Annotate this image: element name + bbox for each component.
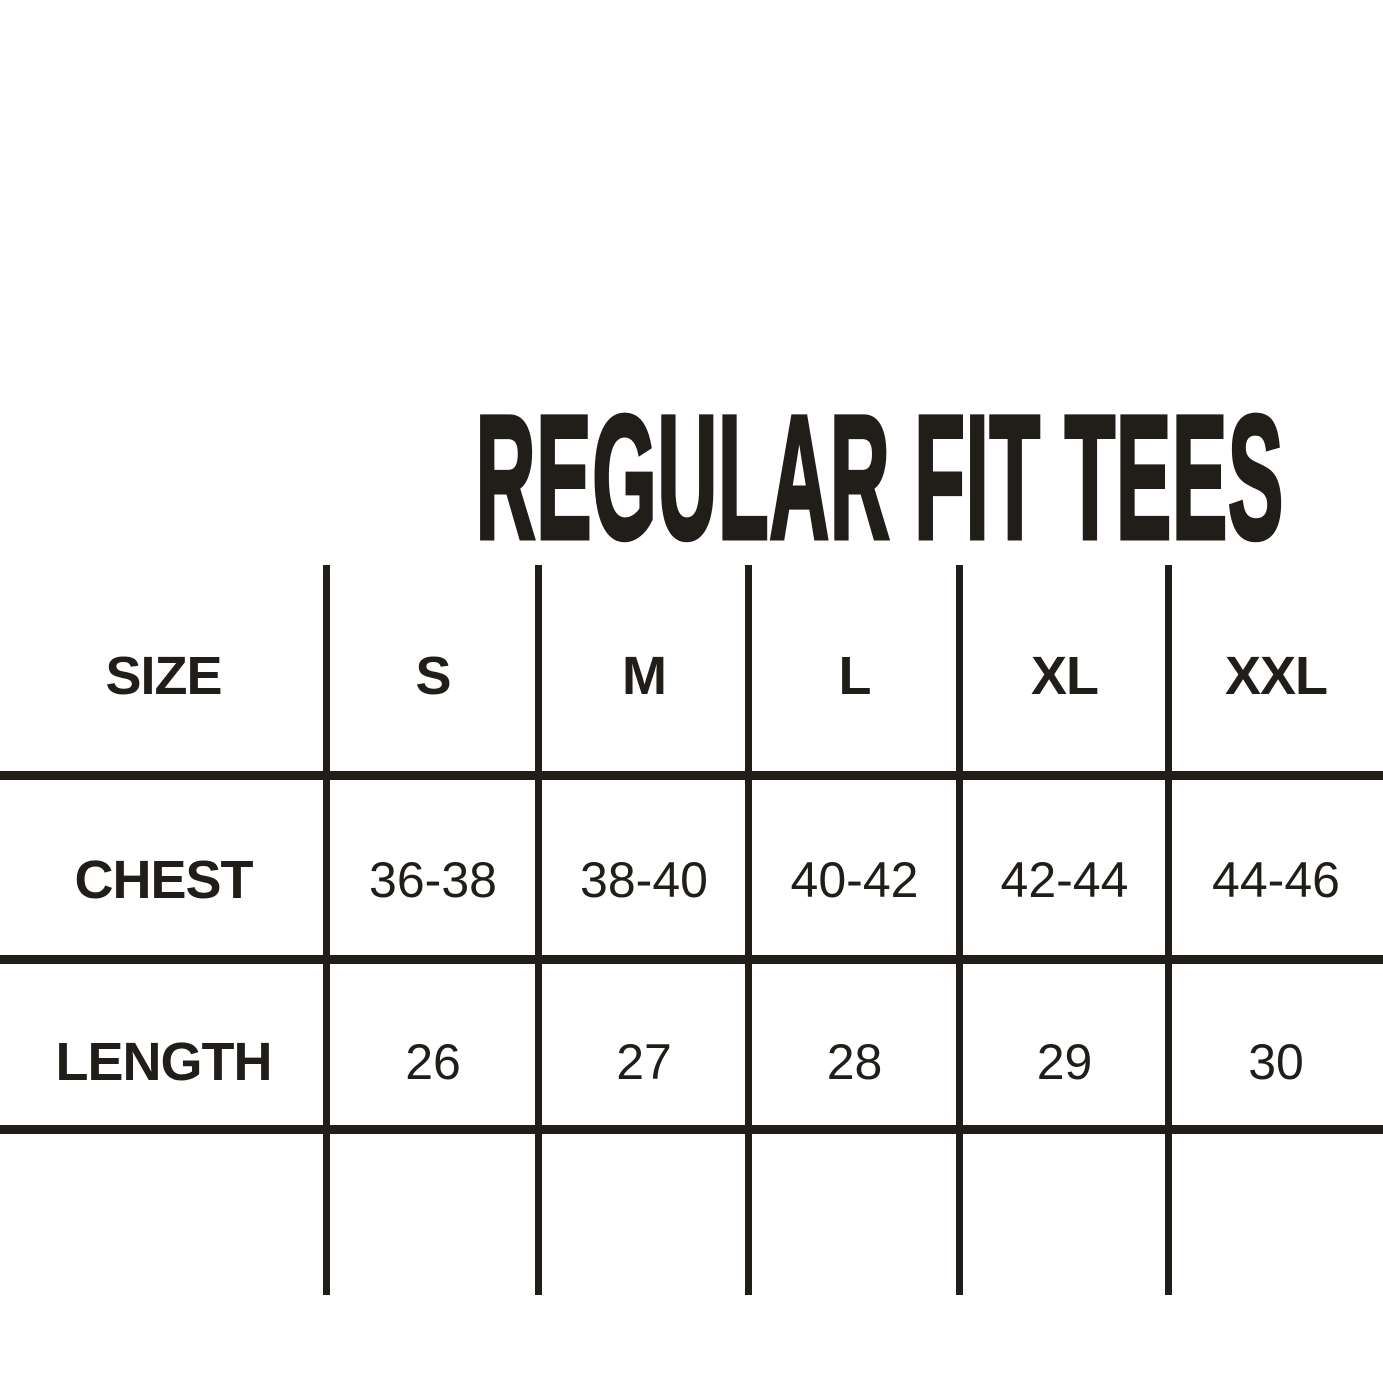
page-title-text: REGULAR FIT TEES <box>475 380 1285 576</box>
table-grid-hline <box>0 955 1383 964</box>
cell-length-xl: 29 <box>1036 1034 1093 1090</box>
cell-length-s: 26 <box>405 1034 461 1090</box>
column-header-xxl: XXL <box>1224 646 1328 706</box>
table-grid-vline <box>323 565 330 1295</box>
cell-length-l: 28 <box>826 1034 883 1090</box>
cell-length-m: 27 <box>616 1034 672 1090</box>
table-grid-vline <box>745 565 752 1295</box>
table-grid-vline <box>1165 565 1172 1295</box>
table-grid-vline <box>956 565 963 1295</box>
cell-chest-l: 40-42 <box>790 852 919 908</box>
table-grid-hline <box>0 771 1383 780</box>
table-grid-hline <box>0 1125 1383 1134</box>
cell-chest-xl: 42-44 <box>1000 852 1129 908</box>
column-header-xl: XL <box>1030 646 1099 706</box>
row-label-chest: CHEST <box>74 850 253 910</box>
column-header-size: SIZE <box>105 646 222 706</box>
cell-chest-xxl: 44-46 <box>1212 852 1340 908</box>
page-title: REGULAR FIT TEES <box>0 380 1383 576</box>
cell-length-xxl: 30 <box>1248 1034 1304 1090</box>
cell-chest-m: 38-40 <box>580 852 708 908</box>
column-header-l: L <box>838 646 872 706</box>
table-grid-vline <box>535 565 542 1295</box>
row-label-length: LENGTH <box>55 1032 273 1092</box>
column-header-m: M <box>622 646 667 706</box>
cell-chest-s: 36-38 <box>369 852 497 908</box>
column-header-s: S <box>415 646 451 706</box>
